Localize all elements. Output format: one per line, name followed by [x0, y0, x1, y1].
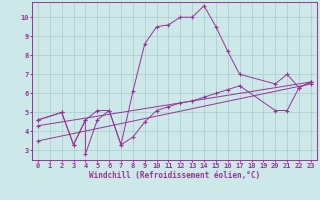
- X-axis label: Windchill (Refroidissement éolien,°C): Windchill (Refroidissement éolien,°C): [89, 171, 260, 180]
